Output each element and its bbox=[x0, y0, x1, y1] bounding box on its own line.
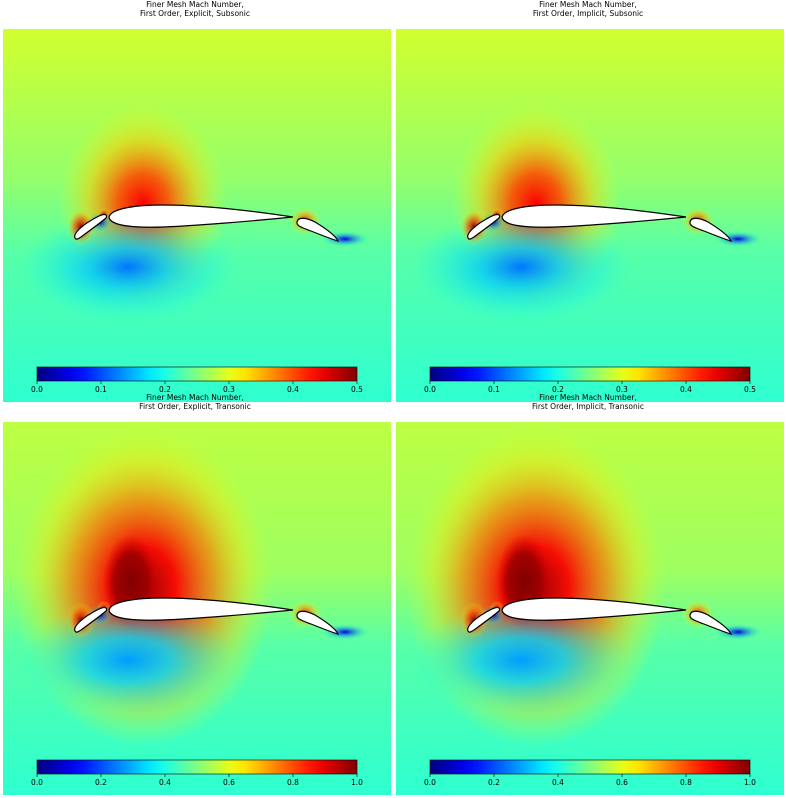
colorbar-tick-label: 0.6 bbox=[223, 778, 235, 787]
panel-explicit-subsonic: Finer Mesh Mach Number, First Order, Exp… bbox=[0, 0, 391, 402]
title-line-1: Finer Mesh Mach Number, bbox=[146, 393, 244, 402]
colorbar-tick-label: 0.2 bbox=[488, 778, 500, 787]
slat-element bbox=[467, 213, 501, 240]
mach-contour-plot: 0.0 0.2 0.4 0.6 0.8 1.0 bbox=[396, 422, 784, 795]
contour-svg: 0.0 0.1 0.2 0.3 0.4 0.5 bbox=[396, 29, 784, 402]
flap-element bbox=[689, 217, 733, 242]
lower-low-mach-region bbox=[18, 605, 238, 715]
colorbar-tick-label: 0.6 bbox=[616, 778, 628, 787]
contour-svg: 0.0 0.2 0.4 0.6 0.8 1.0 bbox=[396, 422, 784, 795]
colorbar-tick-label: 0.0 bbox=[424, 778, 436, 787]
main-wing-element bbox=[108, 597, 294, 621]
title-line-2: First Order, Implicit, Subsonic bbox=[532, 8, 644, 18]
colorbar bbox=[429, 366, 751, 382]
colorbar-tick-label: 0.1 bbox=[95, 385, 107, 394]
panel-title: Finer Mesh Mach Number, First Order, Imp… bbox=[393, 393, 783, 411]
colorbar-tick-label: 0.0 bbox=[31, 778, 43, 787]
colorbar-tick-label: 0.4 bbox=[159, 778, 171, 787]
colorbar-tick-label: 0.0 bbox=[424, 385, 436, 394]
colorbar-tick-label: 0.3 bbox=[223, 385, 235, 394]
panel-explicit-transonic: Finer Mesh Mach Number, First Order, Exp… bbox=[0, 393, 391, 795]
colorbar-tick-label: 0.4 bbox=[680, 385, 692, 394]
main-wing-element bbox=[501, 597, 687, 621]
colorbar bbox=[429, 759, 751, 775]
flap-element bbox=[296, 610, 340, 635]
main-wing-element bbox=[108, 204, 294, 228]
colorbar-tick-label: 0.0 bbox=[31, 385, 43, 394]
panel-implicit-subsonic: Finer Mesh Mach Number, First Order, Imp… bbox=[393, 0, 784, 402]
colorbar bbox=[36, 759, 358, 775]
mach-contour-plot: 0.0 0.1 0.2 0.3 0.4 0.5 bbox=[3, 29, 391, 402]
colorbar bbox=[36, 366, 358, 382]
title-line-2: First Order, Implicit, Transonic bbox=[532, 401, 644, 411]
title-line-2: First Order, Explicit, Transonic bbox=[139, 401, 251, 411]
colorbar-tick-label: 0.8 bbox=[287, 778, 299, 787]
colorbar-tick-label: 0.3 bbox=[616, 385, 628, 394]
lower-low-mach-region bbox=[18, 212, 238, 322]
slat-element bbox=[74, 606, 108, 633]
panel-title: Finer Mesh Mach Number, First Order, Imp… bbox=[393, 0, 783, 18]
colorbar-tick-label: 0.1 bbox=[488, 385, 500, 394]
title-line-1: Finer Mesh Mach Number, bbox=[539, 0, 637, 9]
colorbar-tick-label: 1.0 bbox=[744, 778, 756, 787]
colorbar-tick-label: 0.2 bbox=[552, 385, 564, 394]
colorbar-tick-label: 0.8 bbox=[680, 778, 692, 787]
mach-contour-plot: 0.0 0.1 0.2 0.3 0.4 0.5 bbox=[396, 29, 784, 402]
title-line-1: Finer Mesh Mach Number, bbox=[539, 393, 637, 402]
title-line-1: Finer Mesh Mach Number, bbox=[146, 0, 244, 9]
slat-element bbox=[74, 213, 108, 240]
title-line-2: First Order, Explicit, Subsonic bbox=[139, 8, 250, 18]
colorbar-tick-label: 0.4 bbox=[552, 778, 564, 787]
contour-svg: 0.0 0.2 0.4 0.6 0.8 1.0 bbox=[3, 422, 391, 795]
contour-svg: 0.0 0.1 0.2 0.3 0.4 0.5 bbox=[3, 29, 391, 402]
colorbar-tick-label: 0.4 bbox=[287, 385, 299, 394]
colorbar-tick-label: 1.0 bbox=[351, 778, 363, 787]
panel-title: Finer Mesh Mach Number, First Order, Exp… bbox=[0, 0, 390, 18]
colorbar-tick-label: 0.5 bbox=[744, 385, 756, 394]
mach-contour-plot: 0.0 0.2 0.4 0.6 0.8 1.0 bbox=[3, 422, 391, 795]
colorbar-tick-label: 0.2 bbox=[159, 385, 171, 394]
lower-low-mach-region bbox=[411, 212, 631, 322]
flap-element bbox=[296, 217, 340, 242]
panel-title: Finer Mesh Mach Number, First Order, Exp… bbox=[0, 393, 390, 411]
slat-element bbox=[467, 606, 501, 633]
colorbar-tick-label: 0.5 bbox=[351, 385, 363, 394]
flap-element bbox=[689, 610, 733, 635]
colorbar-tick-label: 0.2 bbox=[95, 778, 107, 787]
panel-implicit-transonic: Finer Mesh Mach Number, First Order, Imp… bbox=[393, 393, 784, 795]
main-wing-element bbox=[501, 204, 687, 228]
lower-low-mach-region bbox=[411, 605, 631, 715]
